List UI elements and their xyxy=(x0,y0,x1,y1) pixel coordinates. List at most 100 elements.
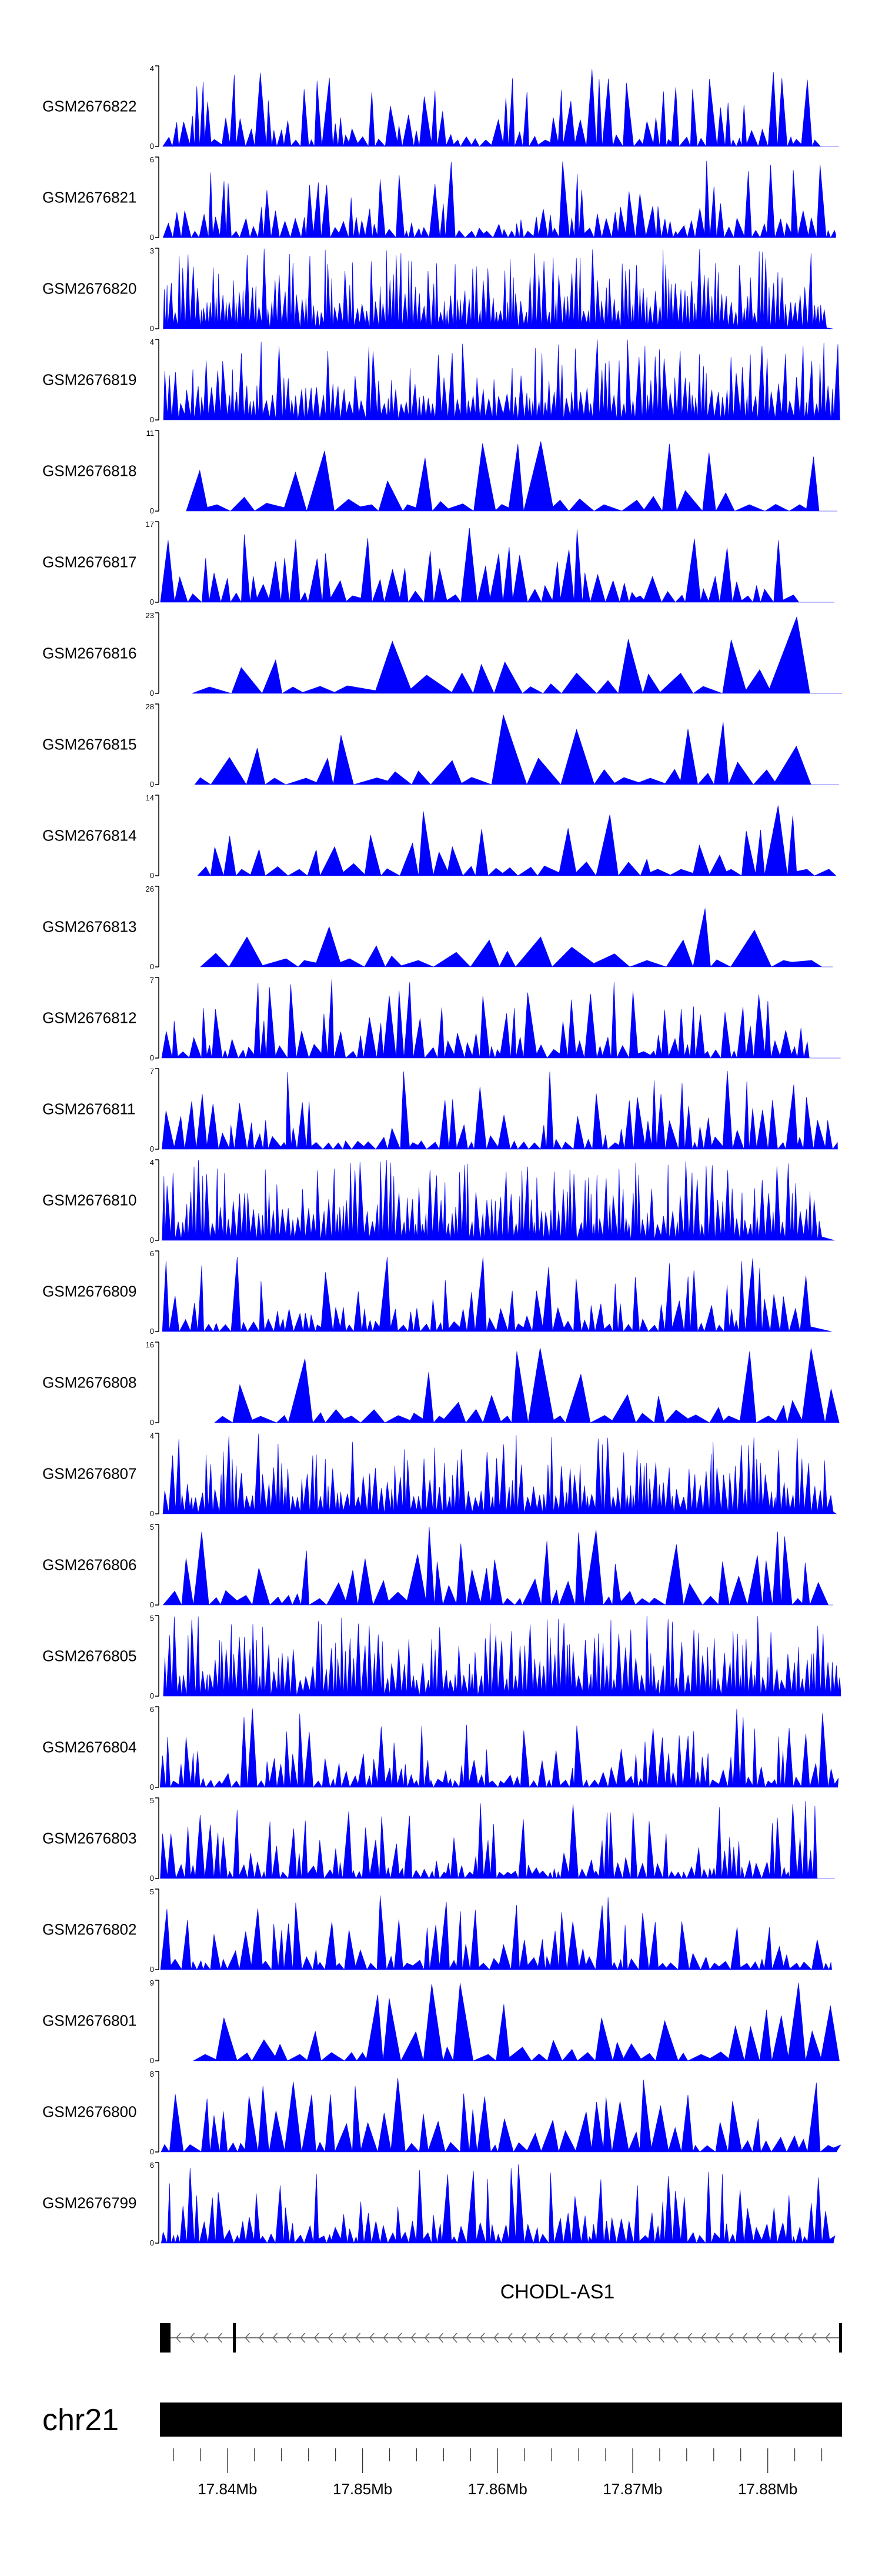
strand-arrow xyxy=(383,2333,389,2343)
y-tick-max-label: 23 xyxy=(146,611,154,620)
track-label: GSM2676804 xyxy=(42,1739,136,1756)
axis-tick-label: 17.84Mb xyxy=(198,2480,257,2498)
coverage-area xyxy=(162,69,839,148)
y-tick-max-label: 4 xyxy=(150,1158,154,1167)
y-tick-max-label: 17 xyxy=(146,520,154,529)
strand-arrow xyxy=(245,2333,250,2343)
coverage-track: GSM2676816 23 0 xyxy=(42,611,842,698)
strand-arrow xyxy=(576,2333,582,2343)
strand-arrow xyxy=(507,2333,513,2343)
coverage-track: GSM2676803 5 0 xyxy=(42,1796,835,1883)
gene-name-label: CHODL-AS1 xyxy=(500,2281,615,2303)
coverage-track: GSM2676821 6 0 xyxy=(42,155,836,242)
y-tick-min-label: 0 xyxy=(150,962,154,971)
y-tick-max-label: 4 xyxy=(150,338,154,346)
y-tick-min-label: 0 xyxy=(150,1418,154,1427)
strand-arrow xyxy=(189,2333,195,2343)
y-tick-max-label: 6 xyxy=(150,2161,154,2170)
coverage-area xyxy=(162,1160,835,1241)
axis-tick-label: 17.85Mb xyxy=(333,2480,392,2498)
coverage-area xyxy=(214,1347,840,1423)
strand-arrow xyxy=(811,2333,817,2343)
y-tick-min-label: 0 xyxy=(150,1600,154,1609)
y-tick-max-label: 28 xyxy=(146,702,154,711)
y-tick-min-label: 0 xyxy=(150,1874,154,1883)
strand-arrow xyxy=(369,2333,375,2343)
strand-arrow xyxy=(397,2333,402,2343)
strand-arrow xyxy=(300,2333,306,2343)
y-tick-min-label: 0 xyxy=(150,2238,154,2247)
y-tick-min-label: 0 xyxy=(150,324,154,333)
gene-exon xyxy=(160,2323,171,2353)
strand-arrow xyxy=(272,2333,278,2343)
coverage-area xyxy=(161,2078,841,2153)
coverage-track: GSM2676800 8 0 xyxy=(42,2070,841,2156)
chromosome-band xyxy=(160,2403,842,2437)
strand-arrow xyxy=(729,2333,734,2343)
y-tick-min-label: 0 xyxy=(150,1053,154,1062)
track-label: GSM2676813 xyxy=(42,918,136,936)
coverage-area xyxy=(163,339,841,421)
y-tick-max-label: 14 xyxy=(146,793,154,802)
y-tick-min-label: 0 xyxy=(150,2056,154,2065)
strand-arrow xyxy=(825,2333,831,2343)
strand-arrow xyxy=(590,2333,596,2343)
coverage-area xyxy=(162,161,836,239)
chromosome-ideogram: chr21 xyxy=(42,2403,842,2437)
track-label: GSM2676817 xyxy=(42,553,136,571)
y-tick-max-label: 4 xyxy=(150,64,154,73)
y-tick-min-label: 0 xyxy=(150,1965,154,1974)
y-tick-min-label: 0 xyxy=(150,1691,154,1700)
y-tick-min-label: 0 xyxy=(150,689,154,698)
track-label: GSM2676808 xyxy=(42,1374,136,1392)
coverage-track: GSM2676820 3 0 xyxy=(42,246,833,333)
strand-arrow xyxy=(217,2333,223,2343)
coverage-track: GSM2676799 6 0 xyxy=(42,2161,836,2247)
coverage-area xyxy=(162,1526,833,1606)
track-label: GSM2676809 xyxy=(42,1283,136,1300)
strand-arrow xyxy=(701,2333,706,2343)
track-label: GSM2676818 xyxy=(42,462,136,480)
track-label: GSM2676803 xyxy=(42,1830,136,1847)
strand-arrow xyxy=(410,2333,416,2343)
coverage-track: GSM2676807 4 0 xyxy=(42,1432,837,1518)
y-tick-min-label: 0 xyxy=(150,2147,154,2156)
y-tick-max-label: 8 xyxy=(150,2070,154,2078)
y-tick-max-label: 5 xyxy=(150,1614,154,1623)
coverage-area xyxy=(162,1257,832,1333)
strand-arrow xyxy=(659,2333,665,2343)
strand-arrow xyxy=(714,2333,720,2343)
coverage-area xyxy=(186,441,838,512)
y-tick-min-label: 0 xyxy=(150,1783,154,1791)
track-label: GSM2676806 xyxy=(42,1556,136,1574)
coverage-area xyxy=(161,1070,838,1150)
track-label: GSM2676812 xyxy=(42,1009,136,1027)
strand-arrow xyxy=(176,2333,181,2343)
gene-model-track: CHODL-AS1 xyxy=(160,2281,842,2353)
y-tick-max-label: 11 xyxy=(146,429,155,438)
track-label: GSM2676805 xyxy=(42,1647,136,1665)
coverage-track: GSM2676818 11 0 xyxy=(42,429,838,515)
y-tick-max-label: 26 xyxy=(146,885,154,893)
coverage-track: GSM2676822 4 0 xyxy=(42,64,839,151)
y-tick-max-label: 9 xyxy=(150,1978,154,1987)
axis-tick-label: 17.88Mb xyxy=(738,2480,797,2498)
y-tick-min-label: 0 xyxy=(150,1236,154,1244)
track-label: GSM2676801 xyxy=(42,2012,136,2030)
y-tick-min-label: 0 xyxy=(150,1144,154,1153)
strand-arrow xyxy=(549,2333,554,2343)
strand-arrow xyxy=(286,2333,292,2343)
strand-arrow xyxy=(425,2333,430,2343)
coverage-track: GSM2676814 14 0 xyxy=(42,793,837,880)
coverage-track: GSM2676811 7 0 xyxy=(42,1067,838,1153)
coverage-area xyxy=(163,248,833,329)
y-tick-min-label: 0 xyxy=(150,871,154,880)
coverage-area xyxy=(163,1616,841,1697)
coverage-area xyxy=(200,908,833,968)
strand-arrow xyxy=(646,2333,651,2343)
y-tick-min-label: 0 xyxy=(150,415,154,424)
coverage-area xyxy=(160,1800,835,1880)
y-tick-max-label: 16 xyxy=(146,1340,154,1349)
